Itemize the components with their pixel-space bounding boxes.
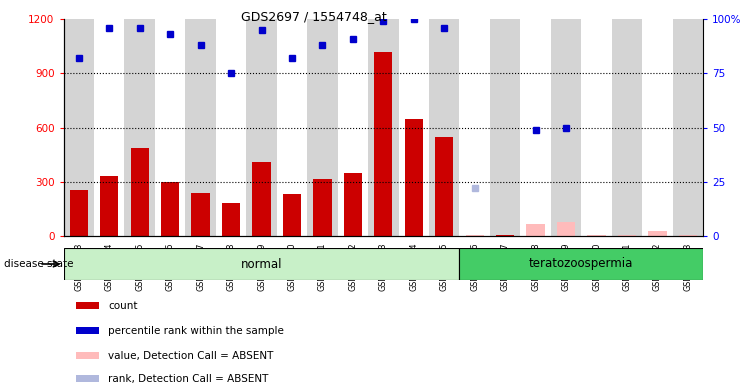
Bar bbox=[64, 19, 94, 236]
Text: teratozoospermia: teratozoospermia bbox=[529, 258, 634, 270]
Bar bbox=[94, 19, 124, 236]
Bar bbox=[643, 19, 672, 236]
Bar bbox=[76, 375, 99, 382]
Bar bbox=[557, 222, 575, 236]
Bar bbox=[191, 193, 209, 236]
Bar bbox=[76, 352, 99, 359]
Bar bbox=[459, 19, 490, 236]
Bar bbox=[405, 119, 423, 236]
Bar bbox=[618, 235, 636, 236]
Text: percentile rank within the sample: percentile rank within the sample bbox=[108, 326, 284, 336]
Text: value, Detection Call = ABSENT: value, Detection Call = ABSENT bbox=[108, 351, 274, 361]
Bar bbox=[551, 19, 581, 236]
Bar bbox=[76, 302, 99, 309]
Bar bbox=[374, 52, 393, 236]
Bar bbox=[313, 179, 331, 236]
Bar bbox=[649, 231, 666, 236]
Bar bbox=[459, 248, 703, 280]
Bar bbox=[100, 177, 118, 236]
Bar bbox=[521, 19, 551, 236]
Bar bbox=[76, 327, 99, 334]
Bar bbox=[435, 137, 453, 236]
Bar bbox=[465, 235, 484, 236]
Text: rank, Detection Call = ABSENT: rank, Detection Call = ABSENT bbox=[108, 374, 269, 384]
Bar bbox=[186, 19, 216, 236]
Bar bbox=[337, 19, 368, 236]
Bar bbox=[246, 19, 277, 236]
Bar bbox=[399, 19, 429, 236]
Bar bbox=[344, 173, 362, 236]
Bar bbox=[161, 182, 180, 236]
Bar bbox=[490, 19, 521, 236]
Text: disease state: disease state bbox=[4, 259, 73, 269]
Bar bbox=[672, 19, 703, 236]
Bar bbox=[612, 19, 643, 236]
Bar bbox=[587, 235, 606, 236]
Bar bbox=[496, 235, 515, 236]
Bar bbox=[277, 19, 307, 236]
Bar bbox=[581, 19, 612, 236]
Bar bbox=[678, 235, 697, 236]
Text: count: count bbox=[108, 301, 138, 311]
Bar bbox=[252, 162, 271, 236]
Bar bbox=[527, 223, 545, 236]
Bar bbox=[131, 147, 149, 236]
Bar bbox=[64, 248, 459, 280]
Text: GDS2697 / 1554748_at: GDS2697 / 1554748_at bbox=[242, 10, 387, 23]
Bar bbox=[368, 19, 399, 236]
Bar bbox=[429, 19, 459, 236]
Text: normal: normal bbox=[241, 258, 282, 270]
Bar bbox=[222, 203, 240, 236]
Bar bbox=[155, 19, 186, 236]
Bar bbox=[70, 190, 88, 236]
Bar bbox=[307, 19, 337, 236]
Bar bbox=[216, 19, 246, 236]
Bar bbox=[283, 194, 301, 236]
Bar bbox=[124, 19, 155, 236]
